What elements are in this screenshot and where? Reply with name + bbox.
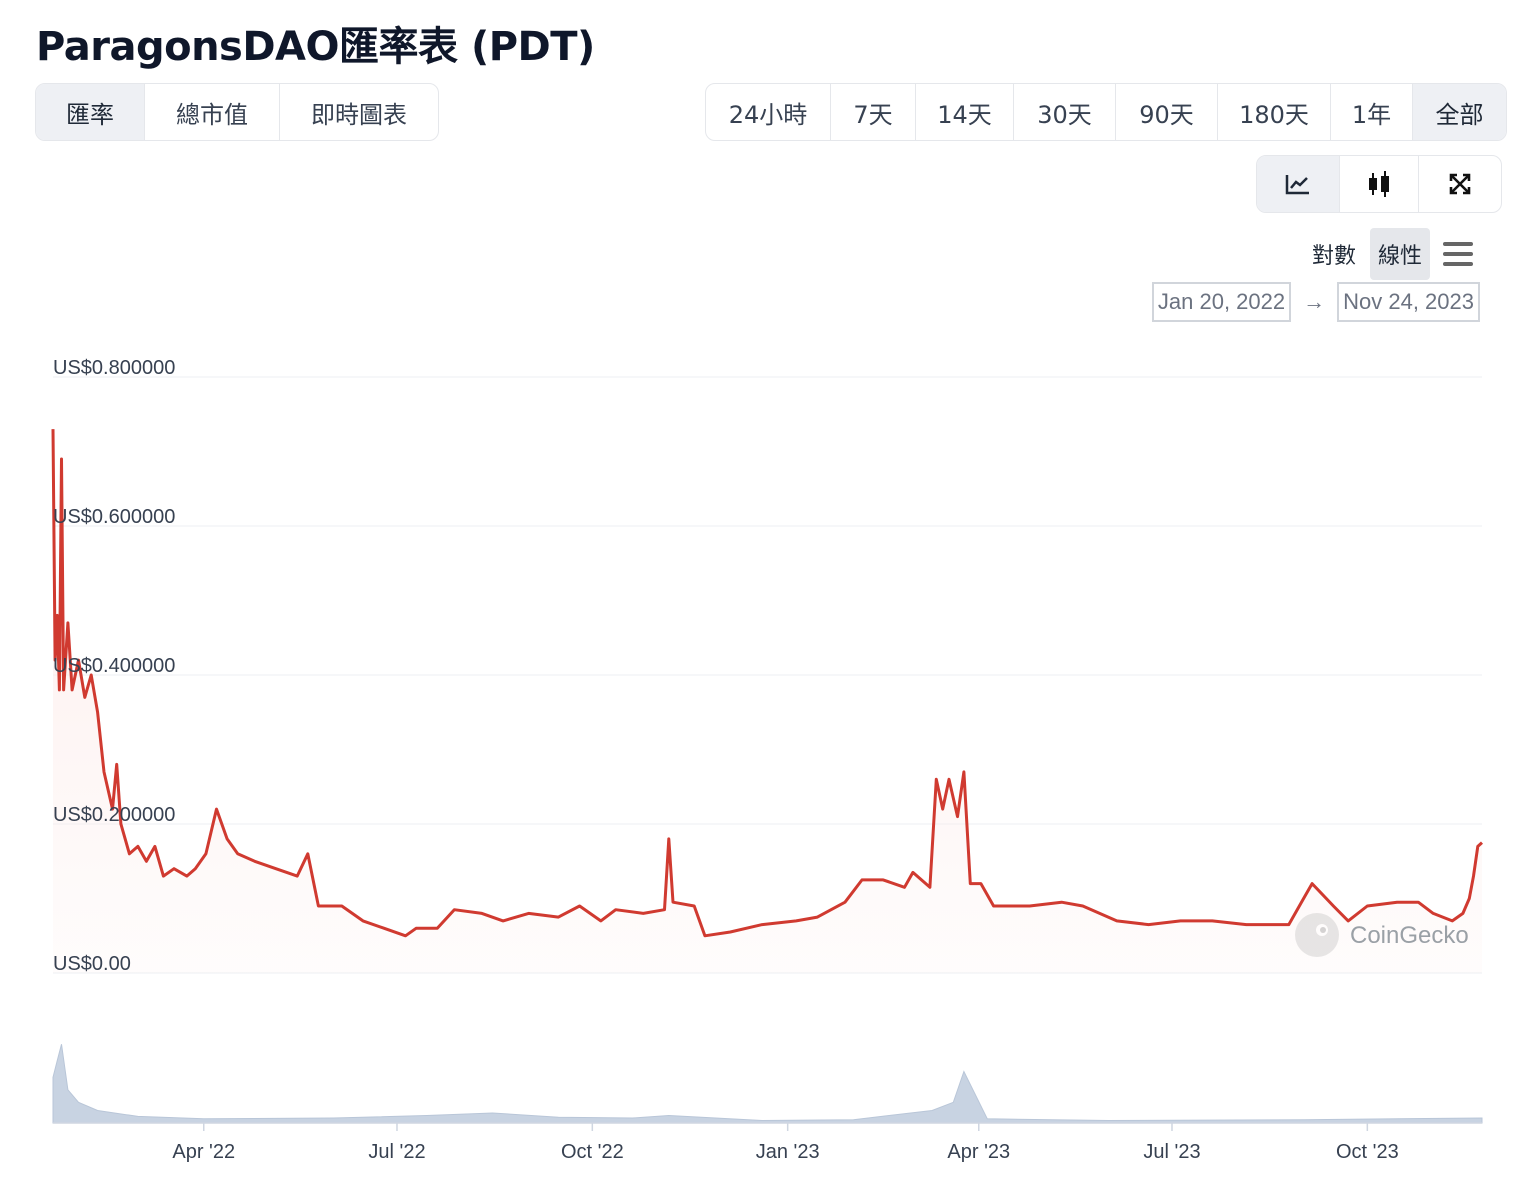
x-tick-label: Jan '23 <box>756 1141 820 1163</box>
period-5[interactable]: 180天 <box>1218 84 1331 140</box>
coingecko-watermark <box>1295 913 1339 957</box>
period-7[interactable]: 全部 <box>1413 84 1506 140</box>
period-3[interactable]: 30天 <box>1014 84 1116 140</box>
arrow-right-icon: → <box>1303 289 1326 314</box>
date-to-input[interactable]: Nov 24, 2023 <box>1337 282 1480 322</box>
chart-view-tabs: 匯率 總市值 即時圖表 <box>35 83 439 141</box>
page-title: ParagonsDAO匯率表 (PDT) <box>36 24 595 70</box>
fullscreen-button[interactable] <box>1419 156 1501 212</box>
line-chart-icon <box>1285 175 1309 195</box>
y-tick-label: US$0.00 <box>53 953 131 975</box>
scale-toggle: 對數 線性 <box>1304 228 1474 280</box>
linear-scale-option[interactable]: 線性 <box>1369 228 1430 280</box>
time-period-selector: 24小時 7天 14天 30天 90天 180天 1年 全部 <box>705 83 1507 141</box>
price-area-fill <box>53 429 1482 974</box>
y-tick-label: US$0.200000 <box>53 804 175 826</box>
x-tick-label: Jul '23 <box>1143 1141 1200 1163</box>
y-tick-label: US$0.600000 <box>53 506 175 528</box>
line-chart-button[interactable] <box>1257 156 1340 212</box>
expand-icon <box>1449 173 1471 195</box>
hamburger-menu-icon[interactable] <box>1442 241 1474 267</box>
y-tick-label: US$0.800000 <box>53 357 175 379</box>
x-tick-label: Apr '23 <box>947 1141 1010 1163</box>
y-tick-label: US$0.400000 <box>53 655 175 677</box>
chart-type-selector <box>1256 155 1502 213</box>
candlestick-icon <box>1369 171 1389 197</box>
candlestick-chart-button[interactable] <box>1340 156 1419 212</box>
tab-1[interactable]: 總市值 <box>145 84 280 140</box>
period-0[interactable]: 24小時 <box>706 84 831 140</box>
x-tick-label: Oct '22 <box>561 1141 624 1163</box>
price-line <box>51 429 1484 938</box>
period-4[interactable]: 90天 <box>1116 84 1218 140</box>
gecko-logo-icon <box>1295 913 1339 957</box>
date-from-input[interactable]: Jan 20, 2022 <box>1151 282 1292 322</box>
date-range: Jan 20, 2022 → Nov 24, 2023 <box>1151 282 1480 322</box>
tab-0[interactable]: 匯率 <box>36 84 145 140</box>
watermark-text: CoinGecko <box>1350 922 1469 949</box>
x-tick-label: Jul '22 <box>368 1141 425 1163</box>
period-6[interactable]: 1年 <box>1331 84 1413 140</box>
volume-area <box>52 1044 1483 1124</box>
tab-2[interactable]: 即時圖表 <box>311 100 407 129</box>
x-tick-label: Apr '22 <box>172 1141 235 1163</box>
period-2[interactable]: 14天 <box>916 84 1014 140</box>
period-1[interactable]: 7天 <box>831 84 916 140</box>
x-tick-label: Oct '23 <box>1336 1141 1399 1163</box>
log-scale-option[interactable]: 對數 <box>1311 244 1356 269</box>
